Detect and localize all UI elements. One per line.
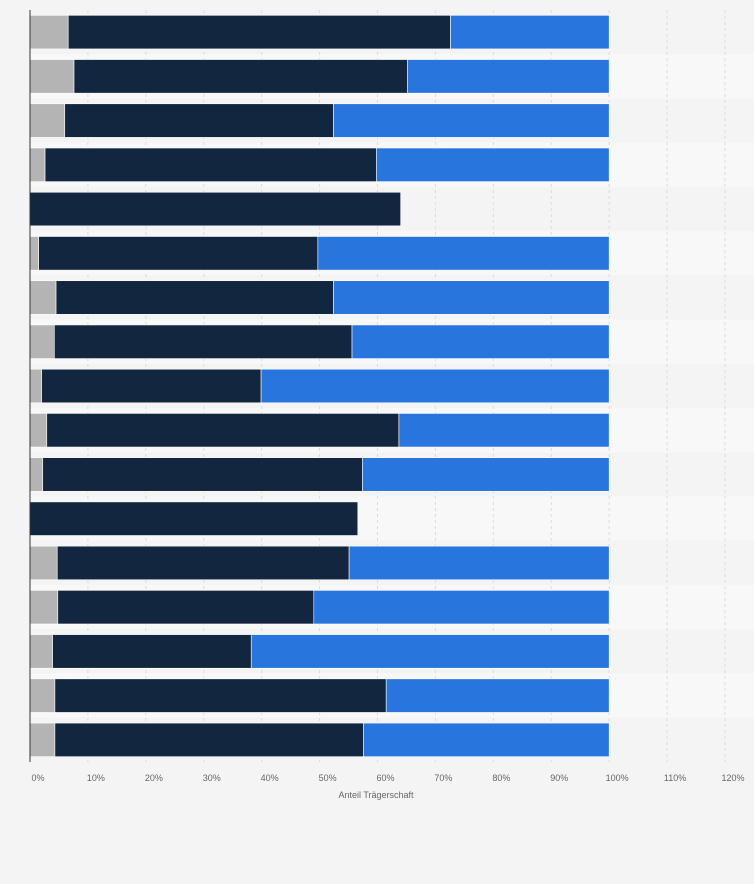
bar-segment-3[interactable] [260, 368, 610, 404]
bar-segment-2[interactable] [57, 590, 315, 625]
bar-segment-1[interactable] [29, 457, 44, 492]
bar-segment-1[interactable] [29, 59, 75, 94]
x-tick-label: 50% [319, 773, 337, 783]
bar-segment-3[interactable] [317, 236, 610, 271]
bar-segment-2[interactable] [54, 678, 387, 713]
bar-segment-2[interactable] [42, 457, 363, 492]
bar-segment-3[interactable] [450, 15, 610, 50]
bar-segment-1[interactable] [29, 368, 42, 404]
x-tick-label: 30% [203, 773, 221, 783]
bar-segment-2[interactable] [54, 324, 353, 359]
x-tick-label: 90% [550, 773, 568, 783]
x-tick-label: 120% [721, 773, 744, 783]
x-tick-label: 100% [606, 773, 629, 783]
x-tick-label: 70% [434, 773, 452, 783]
x-tick-label: 10% [87, 773, 105, 783]
bar-segment-1[interactable] [29, 545, 58, 581]
bar-segment-2[interactable] [38, 236, 319, 271]
x-tick-label: 0% [31, 773, 44, 783]
bar-segment-3[interactable] [407, 59, 610, 94]
bar-segment-3[interactable] [333, 103, 610, 138]
bar-segment-1[interactable] [29, 413, 48, 448]
bar-segment-2[interactable] [64, 103, 334, 138]
bar-segment-2[interactable] [56, 545, 350, 581]
bar-segment-2[interactable] [46, 413, 400, 448]
bar-segment-1[interactable] [29, 324, 55, 359]
bar-segment-2[interactable] [73, 59, 408, 94]
bar-segment-1[interactable] [29, 634, 53, 669]
x-tick-label: 110% [664, 773, 686, 783]
bar-segment-2[interactable] [44, 147, 377, 182]
bar-segment-1[interactable] [29, 280, 57, 315]
bar-segment-3[interactable] [348, 545, 610, 581]
x-tick-labels: 0% 10% 20% 30% 40% 50% 60% 70% 80% 90% 100% 110% 120… [31, 773, 744, 783]
bar-segment-2[interactable] [54, 722, 364, 757]
bar-segment-1[interactable] [29, 590, 59, 625]
bar-segment-1[interactable] [29, 236, 39, 271]
x-tick-label: 20% [145, 773, 163, 783]
bar-segment-3[interactable] [333, 280, 610, 315]
bar-segment-2[interactable] [52, 634, 252, 669]
bar-segment-3[interactable] [398, 413, 610, 448]
x-axis-label: Anteil Trägerschaft [338, 790, 414, 800]
bar-segment-3[interactable] [351, 324, 610, 359]
bar-segment-2[interactable] [29, 501, 359, 536]
bar-segment-2[interactable] [29, 191, 401, 227]
bars [29, 15, 610, 757]
x-tick-label: 40% [261, 773, 279, 783]
bar-segment-1[interactable] [29, 147, 46, 182]
x-tick-label: 80% [492, 773, 510, 783]
bar-segment-3[interactable] [362, 457, 610, 492]
bar-segment-1[interactable] [29, 15, 69, 50]
bar-segment-2[interactable] [67, 15, 451, 50]
bar-segment-2[interactable] [41, 368, 262, 404]
bar-segment-1[interactable] [29, 722, 56, 757]
bar-segment-3[interactable] [313, 590, 610, 625]
bar-segment-2[interactable] [55, 280, 334, 315]
bar-segment-3[interactable] [376, 147, 610, 182]
x-tick-label: 60% [376, 773, 394, 783]
bar-segment-1[interactable] [29, 103, 66, 138]
bar-segment-3[interactable] [385, 678, 610, 713]
bar-segment-3[interactable] [250, 634, 610, 669]
bar-segment-1[interactable] [29, 678, 56, 713]
bar-segment-3[interactable] [363, 722, 610, 757]
